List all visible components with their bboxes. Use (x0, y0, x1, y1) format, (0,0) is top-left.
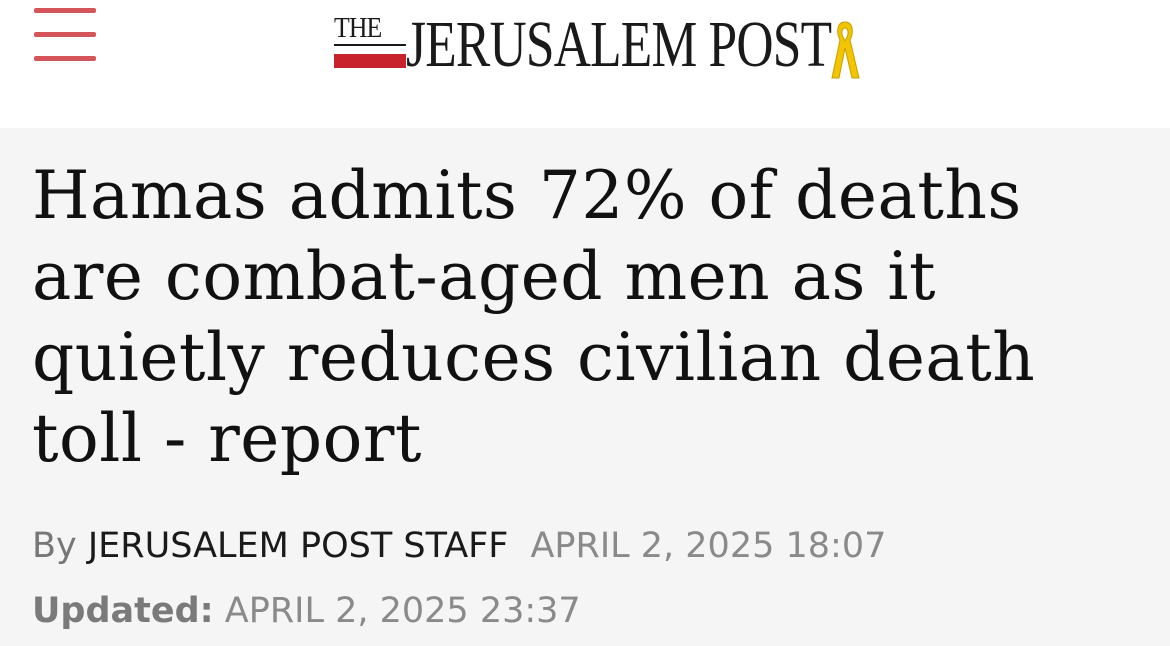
updated-date: APRIL 2, 2025 23:37 (213, 591, 581, 631)
yellow-ribbon-icon (831, 21, 860, 79)
site-logo[interactable]: THE JERUSALEM POST (334, 8, 874, 88)
updated-line: Updated: APRIL 2, 2025 23:37 (32, 589, 1142, 633)
logo-red-bar (334, 54, 406, 68)
logo-wordmark: JERUSALEM POST (406, 8, 832, 81)
menu-bar-bottom (34, 56, 96, 61)
updated-label: Updated: (32, 591, 214, 631)
article-headline: Hamas admits 72% of deaths are combat-ag… (32, 157, 1036, 477)
author-link[interactable]: JERUSALEM POST STAFF (87, 526, 509, 566)
hamburger-menu-icon[interactable] (34, 8, 96, 64)
menu-bar-middle (34, 32, 96, 37)
menu-bar-top (34, 8, 96, 13)
site-header: THE JERUSALEM POST (0, 0, 1170, 128)
byline-prefix: By (32, 526, 88, 566)
byline: By JERUSALEM POST STAFF APRIL 2, 2025 18:… (32, 524, 1142, 568)
publish-date: APRIL 2, 2025 18:07 (530, 526, 887, 566)
logo-underline (334, 44, 406, 46)
logo-the-text: THE (334, 13, 382, 44)
